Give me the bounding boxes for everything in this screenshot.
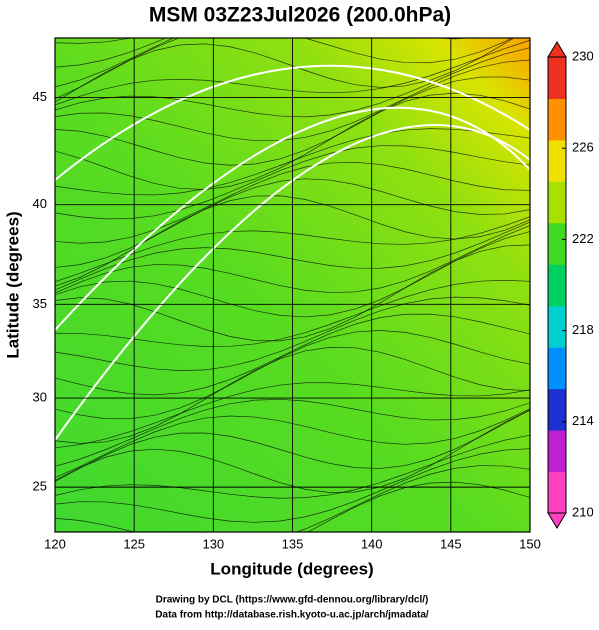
streamline <box>55 279 530 347</box>
x-tick-label: 120 <box>44 536 66 551</box>
streamline <box>55 409 530 493</box>
colorbar-tick-label: 226 <box>572 140 594 155</box>
colorbar-extend <box>547 41 567 58</box>
colorbar-tick-label: 230 <box>572 48 594 63</box>
colorbar-tick-label: 218 <box>572 322 594 337</box>
streamline <box>55 434 530 499</box>
colorbar-segment <box>548 98 566 141</box>
colorbar-segment <box>548 347 566 390</box>
colorbar-segment <box>548 181 566 224</box>
contour <box>55 64 530 181</box>
y-axis-label: Latitude (degrees) <box>3 211 22 358</box>
streamline <box>55 346 530 444</box>
colorbar-segment <box>548 264 566 307</box>
y-tick-label: 40 <box>33 196 47 211</box>
streamline <box>55 92 530 190</box>
streamline <box>55 465 530 532</box>
colorbar-segment <box>548 471 566 514</box>
colorbar-segment <box>548 305 566 348</box>
streamline <box>55 39 530 106</box>
contour <box>55 106 530 331</box>
streamline <box>55 145 530 220</box>
streamline <box>55 38 515 103</box>
streamline <box>55 313 530 396</box>
x-tick-label: 150 <box>519 536 541 551</box>
colorbar-segment <box>548 139 566 182</box>
x-tick-label: 125 <box>123 536 145 551</box>
colorbar-segment <box>548 430 566 473</box>
colorbar: 210 214 218 222 226 230 <box>547 41 594 529</box>
streamline <box>55 244 530 342</box>
streamline <box>55 231 530 318</box>
colorbar-segment <box>548 57 566 99</box>
colorbar-extend <box>547 512 567 529</box>
streamline <box>55 409 530 483</box>
contour <box>55 124 530 441</box>
streamline <box>55 128 530 196</box>
colorbar-segment <box>548 222 566 265</box>
colorbar-tick-label: 210 <box>572 504 594 519</box>
credit: Data from http://database.rish.kyoto-u.a… <box>155 610 429 621</box>
streamline <box>55 76 530 166</box>
title: MSM 03Z23Jul2026 (200.0hPa) <box>149 4 451 27</box>
colorbar-segment <box>548 388 566 431</box>
streamline <box>55 330 530 420</box>
streamline <box>55 161 530 244</box>
streamlines <box>55 38 530 532</box>
credit: Drawing by DCL (https://www.gfd-dennou.o… <box>156 595 429 606</box>
streamline <box>55 448 530 523</box>
streamline <box>55 216 530 283</box>
streamline <box>55 408 530 479</box>
x-axis-label: Longitude (degrees) <box>210 559 373 578</box>
x-tick-label: 140 <box>361 536 383 551</box>
streamline <box>55 38 133 44</box>
colorbar-frame <box>547 56 567 514</box>
y-tick-label: 45 <box>33 89 47 104</box>
x-tick-label: 135 <box>282 536 304 551</box>
plot-frame <box>54 37 531 533</box>
y-tick-label: 25 <box>33 479 47 494</box>
x-tick-label: 145 <box>440 536 462 551</box>
streamline <box>55 195 530 287</box>
streamline <box>55 38 167 68</box>
colorbar-tick-label: 222 <box>572 231 594 246</box>
y-tick-label: 35 <box>33 296 47 311</box>
streamline <box>55 178 530 268</box>
colorbar-tick-label: 214 <box>572 413 594 428</box>
streamline <box>55 38 513 100</box>
y-tick-label: 30 <box>33 389 47 404</box>
x-tick-label: 130 <box>202 536 224 551</box>
streamline <box>55 225 530 294</box>
streamline <box>307 481 530 532</box>
streamline <box>55 221 530 291</box>
streamline <box>55 382 530 449</box>
streamline <box>55 398 530 467</box>
